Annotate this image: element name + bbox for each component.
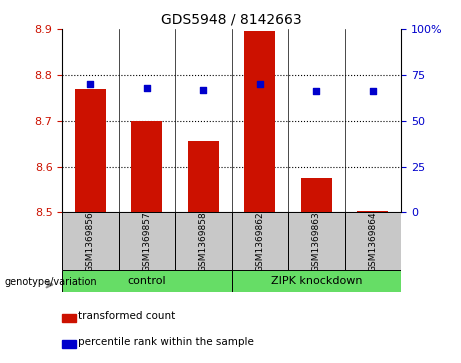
Bar bbox=[62, 340, 76, 348]
Text: GSM1369858: GSM1369858 bbox=[199, 211, 208, 272]
Text: GSM1369856: GSM1369856 bbox=[86, 211, 95, 272]
Bar bbox=[62, 212, 118, 270]
Point bbox=[143, 85, 151, 91]
Bar bbox=[175, 212, 231, 270]
Text: GSM1369863: GSM1369863 bbox=[312, 211, 321, 272]
Text: transformed count: transformed count bbox=[78, 311, 176, 321]
Bar bbox=[288, 212, 344, 270]
Text: control: control bbox=[128, 276, 166, 286]
Bar bbox=[231, 270, 401, 292]
Bar bbox=[62, 314, 76, 322]
Text: genotype/variation: genotype/variation bbox=[5, 277, 97, 287]
Bar bbox=[188, 141, 219, 212]
Point bbox=[200, 87, 207, 93]
Bar bbox=[75, 89, 106, 212]
Text: percentile rank within the sample: percentile rank within the sample bbox=[78, 337, 254, 347]
Bar bbox=[301, 178, 332, 212]
Bar bbox=[244, 31, 275, 212]
Text: GSM1369862: GSM1369862 bbox=[255, 211, 265, 272]
Title: GDS5948 / 8142663: GDS5948 / 8142663 bbox=[161, 12, 302, 26]
Point bbox=[87, 81, 94, 87]
Bar bbox=[344, 212, 401, 270]
Bar bbox=[231, 212, 288, 270]
Text: GSM1369864: GSM1369864 bbox=[368, 211, 378, 272]
Bar bbox=[357, 211, 388, 212]
Bar bbox=[62, 270, 231, 292]
Text: GSM1369857: GSM1369857 bbox=[142, 211, 152, 272]
Point bbox=[313, 89, 320, 94]
Text: ZIPK knockdown: ZIPK knockdown bbox=[271, 276, 362, 286]
Bar bbox=[118, 212, 175, 270]
Point bbox=[369, 89, 377, 94]
Point bbox=[256, 81, 264, 87]
Bar bbox=[131, 121, 162, 212]
